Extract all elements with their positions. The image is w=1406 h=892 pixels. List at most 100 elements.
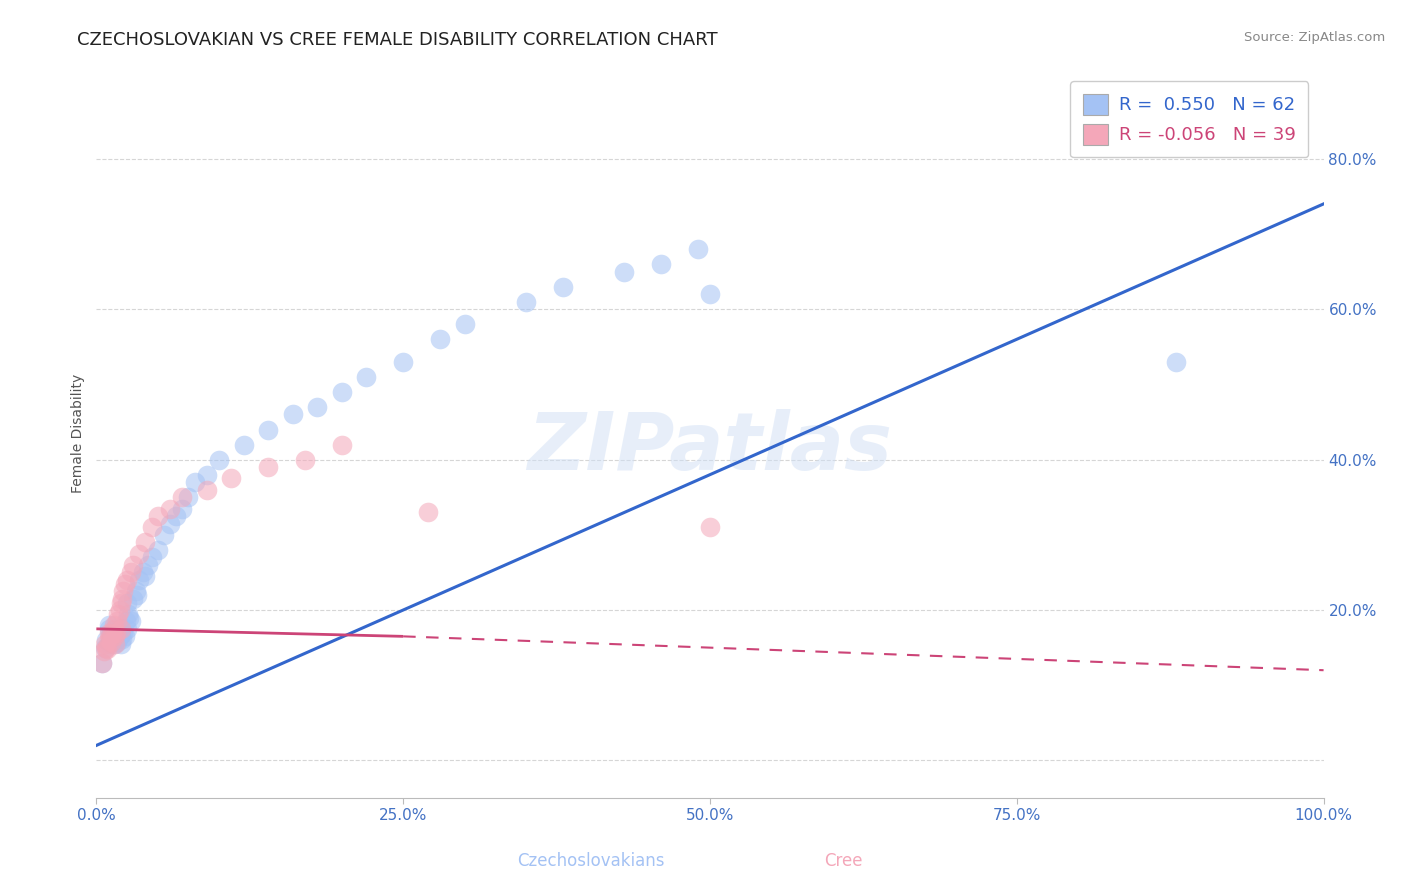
Point [146,509,169,524]
Point [134,535,156,549]
Point [120,566,142,580]
Point [104,622,127,636]
Point [112,584,135,599]
Point [97,622,120,636]
Point [281,408,304,422]
Point [159,516,181,531]
Point [110,595,132,609]
Point [97,633,120,648]
Point [453,317,475,331]
Point [172,490,194,504]
Point [208,452,231,467]
Point [112,625,135,640]
Legend: R =  0.550   N = 62, R = -0.056   N = 39: R = 0.550 N = 62, R = -0.056 N = 39 [1070,81,1309,157]
Point [103,637,125,651]
Point [114,615,136,629]
Point [141,520,163,534]
Point [165,509,187,524]
Point [128,547,150,561]
Text: Source: ZipAtlas.com: Source: ZipAtlas.com [1244,31,1385,45]
Point [115,573,138,587]
Point [101,627,124,641]
Point [177,490,200,504]
Point [330,437,353,451]
Point [613,264,636,278]
Point [96,642,118,657]
Point [108,629,131,643]
Point [392,355,415,369]
Point [105,634,128,648]
Point [100,625,122,640]
Point [551,279,574,293]
Point [136,558,159,572]
Text: CZECHOSLOVAKIAN VS CREE FEMALE DISABILITY CORRELATION CHART: CZECHOSLOVAKIAN VS CREE FEMALE DISABILIT… [77,31,718,49]
Point [141,550,163,565]
Point [107,627,129,641]
Point [356,370,378,384]
Point [1166,355,1188,369]
Point [232,437,254,451]
Point [111,632,134,646]
Point [153,528,176,542]
Point [330,384,353,399]
Point [103,618,125,632]
Point [257,460,280,475]
Point [124,584,146,599]
Point [122,591,145,606]
Point [686,242,709,256]
Point [96,633,118,648]
Point [98,629,121,643]
Point [120,615,142,629]
Point [96,640,118,655]
Point [104,633,127,648]
Point [115,622,138,636]
Point [115,595,138,609]
Point [294,452,316,467]
Text: Czechoslovakians: Czechoslovakians [517,852,664,870]
Point [307,400,329,414]
Point [699,287,721,301]
Point [699,520,721,534]
Point [221,471,243,485]
Point [128,573,150,587]
Point [429,332,451,346]
Point [114,629,136,643]
Point [183,475,205,490]
Point [105,615,128,629]
Point [111,591,134,606]
Point [104,629,127,643]
Point [94,637,117,651]
Point [118,610,141,624]
Point [104,629,127,643]
Text: Cree: Cree [824,852,863,870]
Point [159,501,181,516]
Point [172,501,194,516]
Point [146,542,169,557]
Point [134,569,156,583]
Point [103,622,125,636]
Point [94,640,117,655]
Point [101,629,124,643]
Point [100,633,122,648]
Point [122,558,145,572]
Point [108,603,131,617]
Point [110,637,132,651]
Point [416,505,439,519]
Y-axis label: Female Disability: Female Disability [72,374,86,493]
Point [104,625,127,640]
Point [195,483,218,497]
Point [107,624,129,639]
Point [104,637,127,651]
Point [257,423,280,437]
Point [93,644,115,658]
Point [97,625,120,640]
Point [110,622,132,636]
Point [132,566,155,580]
Point [110,622,132,636]
Point [91,656,114,670]
Point [110,627,132,641]
Point [91,656,114,670]
Point [125,588,148,602]
Point [117,607,139,621]
Point [650,257,672,271]
